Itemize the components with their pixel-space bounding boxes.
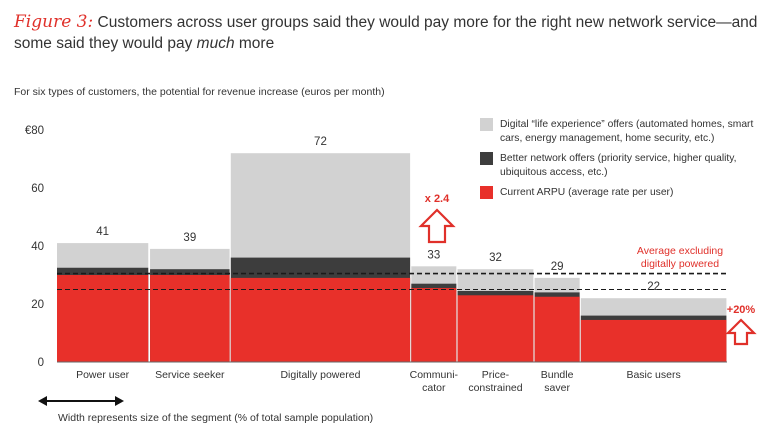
average-label: Average excluding xyxy=(637,245,723,257)
up-arrow-icon xyxy=(418,208,456,244)
x-category-label: saver xyxy=(544,382,570,394)
bar-total-label: 32 xyxy=(489,252,502,264)
x-category-label: Communi- xyxy=(410,369,459,381)
y-tick-label: 20 xyxy=(31,299,44,311)
y-tick-label: 0 xyxy=(38,357,44,369)
legend-label-network: Better network offers (priority service,… xyxy=(500,153,737,178)
x-category-label: constrained xyxy=(468,382,522,394)
title-text: Customers across user groups said they w… xyxy=(14,14,758,52)
y-tick-label: €80 xyxy=(25,125,44,137)
multiplier-label: x 2.4 xyxy=(425,193,450,205)
y-tick-label: 40 xyxy=(31,241,44,253)
legend-item-life: Digital “life experience” offers (automa… xyxy=(480,118,775,145)
legend-label-arpu: Current ARPU (average rate per user) xyxy=(500,187,674,198)
legend-swatch-life xyxy=(480,118,493,131)
title-emphasis: much xyxy=(196,35,235,52)
bar-total-label: 72 xyxy=(314,136,327,148)
chart-subtitle: For six types of customers, the potentia… xyxy=(14,86,385,98)
bar-total-label: 29 xyxy=(551,261,564,273)
legend-label-life: Digital “life experience” offers (automa… xyxy=(500,119,754,144)
bar-arpu-segment xyxy=(57,275,149,362)
bar-arpu-segment xyxy=(534,296,580,362)
legend-swatch-arpu xyxy=(480,186,493,199)
arrow-left-icon xyxy=(38,396,47,406)
chart-title: Figure 3: Customers across user groups s… xyxy=(14,12,774,54)
figure-label: Figure 3: xyxy=(14,12,94,32)
legend-item-network: Better network offers (priority service,… xyxy=(480,152,775,179)
x-category-label: Power user xyxy=(76,369,130,381)
x-category-label: Bundle xyxy=(541,369,574,381)
bar-arpu-segment xyxy=(150,275,230,362)
bar-arpu-segment xyxy=(230,277,411,362)
bar-total-label: 39 xyxy=(183,232,196,244)
x-category-label: Price- xyxy=(482,369,510,381)
arrow-right-icon xyxy=(115,396,124,406)
x-category-label: cator xyxy=(422,382,446,394)
bar-chart: 0 20 40 60 €80 41 Power user 39 Service seeker 72… xyxy=(25,125,757,406)
legend-item-arpu: Current ARPU (average rate per user) xyxy=(480,186,775,200)
y-tick-label: 60 xyxy=(31,183,44,195)
average-label: digitally powered xyxy=(641,258,719,270)
increase-label: +20% xyxy=(727,304,756,316)
legend: Digital “life experience” offers (automa… xyxy=(480,118,775,207)
bar-arpu-segment xyxy=(580,319,727,362)
bar-total-label: 22 xyxy=(647,281,660,293)
bar-total-label: 41 xyxy=(96,226,109,238)
bar-arpu-segment xyxy=(457,295,534,362)
footnote: Width represents size of the segment (% … xyxy=(58,412,374,424)
x-category-label: Basic users xyxy=(626,369,680,381)
legend-swatch-network xyxy=(480,152,493,165)
bar-arpu-segment xyxy=(411,288,457,362)
up-arrow-icon xyxy=(725,318,757,346)
x-category-label: Service seeker xyxy=(155,369,225,381)
x-category-label: Digitally powered xyxy=(280,369,360,381)
title-text-end: more xyxy=(234,35,275,52)
bar-total-label: 33 xyxy=(427,249,440,261)
